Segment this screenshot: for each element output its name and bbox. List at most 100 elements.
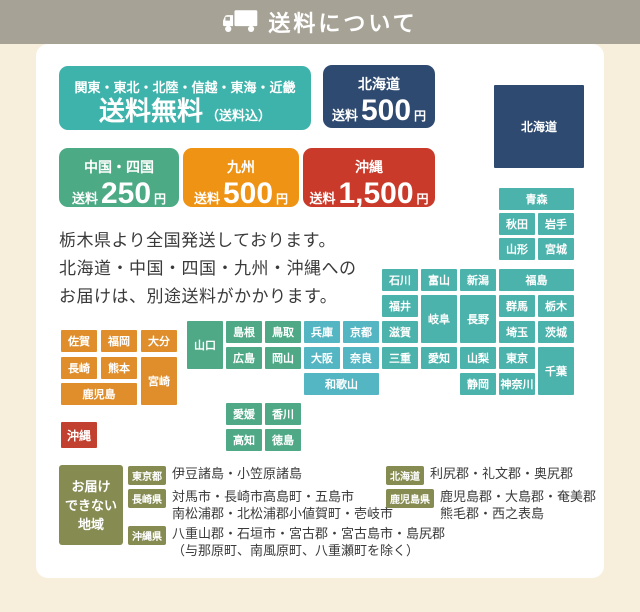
map-prefecture: 山梨 (460, 347, 496, 369)
undeliverable-areas-text: 伊豆諸島・小笠原諸島 (172, 466, 303, 481)
page-header: 送料について (0, 0, 640, 44)
map-prefecture: 愛知 (421, 347, 457, 369)
map-prefecture: 青森 (499, 188, 574, 210)
price-amount: 1,500 (338, 177, 414, 210)
free-shipping-label: 送料無料 (98, 96, 203, 126)
map-prefecture: 広島 (226, 347, 262, 369)
region-label: 九州 (227, 159, 255, 175)
map-prefecture: 鹿児島 (61, 383, 137, 405)
map-prefecture-hokkaido: 北海道 (494, 85, 584, 168)
map-prefecture: 兵庫 (304, 321, 340, 343)
map-prefecture: 徳島 (265, 429, 301, 451)
undeliverable-areas-text: 鹿児島郡・大島郡・奄美郡 熊毛郡・西之表島 (440, 489, 597, 521)
undeliverable-column: 北海道 利尻郡・礼文郡・奥尻郡 鹿児島県 鹿児島郡・大島郡・奄美郡 熊毛郡・西之表島 (386, 465, 616, 522)
price-box-okinawa: 沖縄 送料 1,500 円 (303, 148, 435, 210)
price-prefix: 送料 (331, 108, 358, 123)
map-prefecture: 福井 (382, 295, 418, 317)
map-prefecture: 三重 (382, 347, 418, 369)
price-amount: 500 (360, 94, 412, 127)
map-prefecture: 宮城 (538, 238, 574, 260)
price-prefix: 送料 (309, 191, 336, 206)
price-suffix: 円 (414, 109, 427, 123)
map-prefecture: 京都 (343, 321, 379, 343)
undeliverable-entry: 鹿児島県 鹿児島郡・大島郡・奄美郡 熊毛郡・西之表島 (386, 488, 616, 522)
undeliverable-heading: お届け できない 地域 (59, 465, 123, 545)
map-prefecture: 埼玉 (499, 321, 535, 343)
map-prefecture: 大阪 (304, 347, 340, 369)
undeliverable-heading-line: 地域 (77, 516, 104, 532)
map-prefecture: 群馬 (499, 295, 535, 317)
region-label: 沖縄 (355, 159, 383, 175)
map-prefecture: 佐賀 (61, 330, 97, 352)
price-suffix: 円 (276, 192, 289, 206)
prefecture-label: 沖縄県 (128, 526, 166, 545)
map-prefecture: 千葉 (538, 347, 574, 395)
map-prefecture: 和歌山 (304, 373, 379, 395)
price-prefix: 送料 (71, 191, 98, 206)
map-prefecture: 滋賀 (382, 321, 418, 343)
map-prefecture: 愛媛 (226, 403, 262, 425)
map-prefecture: 熊本 (101, 357, 137, 379)
price-amount: 500 (222, 177, 274, 210)
page-title: 送料について (268, 11, 418, 36)
undeliverable-areas-text: 八重山郡・石垣市・宮古郡・宮古島市・島尻郡 （与那原町、南風原町、八重瀬町を除く） (172, 526, 446, 558)
price-box-hokkaido: 北海道 送料 500 円 (323, 65, 435, 128)
notice-line: お届けは、別途送料がかかります。 (59, 287, 338, 306)
price-box-kyushu: 九州 送料 500 円 (183, 148, 299, 210)
map-prefecture: 山形 (499, 238, 535, 260)
map-prefecture: 石川 (382, 269, 418, 291)
content-card: 関東・東北・北陸・信越・東海・近畿 送料無料 （送料込） 北海道 送料 500 … (36, 44, 604, 578)
free-regions-label: 関東・東北・北陸・信越・東海・近畿 (74, 80, 296, 95)
map-prefecture: 静岡 (460, 373, 496, 395)
undeliverable-column: 東京都 伊豆諸島・小笠原諸島 長崎県 対馬市・長崎市高島町・五島市 南松浦郡・北松浦郡小… (128, 465, 458, 559)
undeliverable-entry: 北海道 利尻郡・礼文郡・奥尻郡 (386, 465, 616, 485)
free-shipping-note: （送料込） (206, 108, 272, 123)
undeliverable-entry: 沖縄県 八重山郡・石垣市・宮古郡・宮古島市・島尻郡 （与那原町、南風原町、八重瀬町を… (128, 525, 458, 559)
map-prefecture: 東京 (499, 347, 535, 369)
undeliverable-heading-line: お届け (71, 478, 111, 494)
price-amount: 250 (100, 177, 152, 210)
map-prefecture-okinawa: 沖縄 (61, 422, 97, 448)
prefecture-label: 東京都 (128, 466, 166, 485)
map-prefecture: 岡山 (265, 347, 301, 369)
map-prefecture: 秋田 (499, 213, 535, 235)
map-prefecture: 鳥取 (265, 321, 301, 343)
map-prefecture: 福島 (499, 269, 574, 291)
price-suffix: 円 (416, 192, 429, 206)
prefecture-label: 北海道 (386, 466, 424, 485)
undeliverable-areas-text: 対馬市・長崎市高島町・五島市 南松浦郡・北松浦郡小値賀町・壱岐市 (172, 489, 394, 521)
map-prefecture: 新潟 (460, 269, 496, 291)
map-prefecture: 神奈川 (499, 373, 535, 395)
map-prefecture: 茨城 (538, 321, 574, 343)
map-prefecture: 富山 (421, 269, 457, 291)
region-label: 中国・四国 (84, 159, 154, 175)
map-prefecture: 長野 (460, 295, 496, 343)
map-prefecture: 宮崎 (141, 357, 177, 405)
undeliverable-entry: 長崎県 対馬市・長崎市高島町・五島市 南松浦郡・北松浦郡小値賀町・壱岐市 (128, 488, 458, 522)
map-prefecture: 島根 (226, 321, 262, 343)
price-box-chugoku-shikoku: 中国・四国 送料 250 円 (59, 148, 179, 210)
price-box-free-shipping: 関東・東北・北陸・信越・東海・近畿 送料無料 （送料込） (59, 66, 311, 130)
price-prefix: 送料 (193, 191, 220, 206)
notice-line: 北海道・中国・四国・九州・沖縄への (59, 259, 357, 278)
map-prefecture: 福岡 (101, 330, 137, 352)
prefecture-label: 鹿児島県 (386, 489, 434, 508)
map-prefecture: 栃木 (538, 295, 574, 317)
truck-icon (222, 9, 258, 35)
map-prefecture: 香川 (265, 403, 301, 425)
map-prefecture: 奈良 (343, 347, 379, 369)
map-prefecture: 高知 (226, 429, 262, 451)
notice-line: 栃木県より全国発送しております。 (59, 231, 336, 250)
region-label: 北海道 (358, 76, 400, 92)
map-prefecture: 大分 (141, 330, 177, 352)
undeliverable-entry: 東京都 伊豆諸島・小笠原諸島 (128, 465, 458, 485)
price-suffix: 円 (154, 192, 167, 206)
undeliverable-heading-line: できない (64, 497, 117, 513)
prefecture-label: 長崎県 (128, 489, 166, 508)
undeliverable-areas-text: 利尻郡・礼文郡・奥尻郡 (430, 466, 574, 481)
map-prefecture: 長崎 (61, 357, 97, 379)
map-prefecture: 岩手 (538, 213, 574, 235)
map-prefecture: 山口 (187, 321, 223, 369)
shipping-notice: 栃木県より全国発送しております。 北海道・中国・四国・九州・沖縄への お届けは、… (59, 227, 357, 311)
map-prefecture: 岐阜 (421, 295, 457, 343)
